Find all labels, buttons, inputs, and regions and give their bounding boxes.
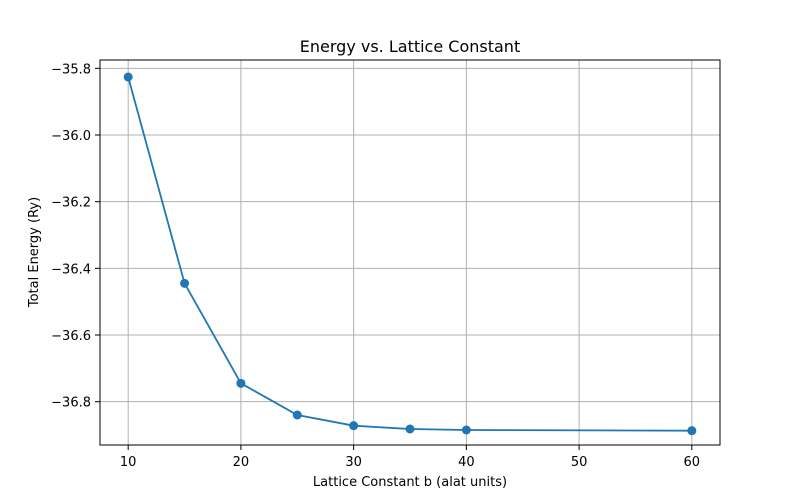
chart-title: Energy vs. Lattice Constant — [300, 37, 520, 56]
data-point — [292, 410, 302, 420]
y-tick-label: −36.6 — [51, 329, 91, 344]
data-point — [349, 421, 359, 431]
tick-layer: 10 20 30 40 50 60 −35.8 −36.0 −36.2 −36.4 −36.6 −36… — [51, 62, 700, 470]
x-tick-label: 30 — [345, 455, 362, 470]
x-tick-label: 10 — [120, 455, 137, 470]
x-tick-label: 40 — [458, 455, 475, 470]
data-point — [687, 426, 697, 436]
y-tick-label: −36.2 — [51, 196, 91, 211]
x-tick-label: 60 — [684, 455, 701, 470]
grid — [100, 60, 720, 445]
y-tick-label: −35.8 — [51, 62, 91, 77]
y-tick-label: −36.8 — [51, 396, 91, 411]
data-point — [180, 278, 190, 288]
x-axis-label: Lattice Constant b (alat units) — [313, 475, 507, 490]
y-tick-label: −36.0 — [51, 129, 91, 144]
data-point — [236, 378, 246, 388]
data-point — [461, 425, 471, 435]
x-tick-label: 20 — [233, 455, 250, 470]
series-layer — [123, 72, 697, 436]
data-point — [405, 424, 415, 434]
y-tick-label: −36.4 — [51, 262, 91, 277]
plot-frame — [99, 59, 721, 446]
y-axis-label: Total Energy (Ry) — [27, 197, 42, 308]
data-point — [123, 72, 133, 82]
x-tick-label: 50 — [571, 455, 588, 470]
series-line — [127, 76, 692, 432]
